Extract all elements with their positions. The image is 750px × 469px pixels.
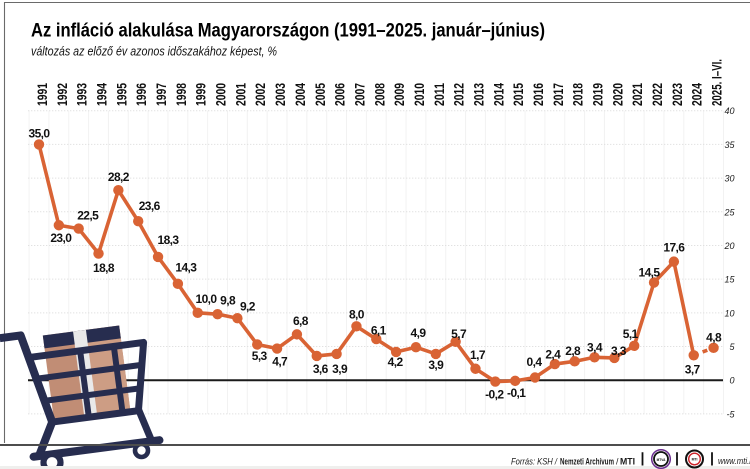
svg-text:MTI: MTI (620, 457, 635, 467)
svg-text:3,6: 3,6 (313, 362, 329, 376)
svg-text:Nemzeti Archívum: Nemzeti Archívum (560, 457, 614, 467)
svg-text:5,1: 5,1 (623, 327, 639, 341)
svg-text:40: 40 (724, 106, 734, 116)
svg-text:2,8: 2,8 (565, 344, 581, 358)
svg-text:2012: 2012 (452, 83, 467, 106)
svg-text:2005: 2005 (313, 83, 328, 106)
svg-text:2011: 2011 (432, 83, 447, 106)
svg-text:17,6: 17,6 (663, 241, 685, 255)
svg-text:4,2: 4,2 (388, 355, 404, 369)
svg-text:2020: 2020 (610, 83, 625, 106)
svg-text:1992: 1992 (55, 83, 70, 106)
svg-text:15: 15 (724, 275, 735, 285)
svg-text:18,3: 18,3 (158, 233, 180, 247)
svg-text:1993: 1993 (75, 83, 90, 106)
svg-text:1996: 1996 (134, 83, 149, 106)
svg-text:-0,2: -0,2 (485, 388, 504, 402)
svg-text:23,6: 23,6 (139, 199, 161, 213)
svg-text:MTVA: MTVA (657, 458, 666, 462)
svg-text:9,2: 9,2 (240, 300, 256, 314)
svg-text:5,7: 5,7 (451, 327, 467, 341)
svg-text:2016: 2016 (531, 83, 546, 106)
svg-text:3,4: 3,4 (587, 341, 603, 355)
svg-text:1,7: 1,7 (470, 348, 486, 362)
svg-text:1991: 1991 (35, 83, 50, 106)
svg-text:2010: 2010 (412, 83, 427, 106)
svg-text:5: 5 (729, 342, 735, 352)
svg-text:10,0: 10,0 (196, 292, 218, 306)
svg-text:2022: 2022 (650, 83, 665, 106)
svg-text:35: 35 (724, 140, 735, 150)
svg-text:4,7: 4,7 (272, 355, 288, 369)
svg-text:14,3: 14,3 (175, 261, 197, 275)
svg-text:változás az előző év azonos id: változás az előző év azonos időszakához … (31, 45, 277, 59)
svg-text:2018: 2018 (571, 83, 586, 106)
svg-text:/: / (616, 457, 619, 467)
svg-text:2008: 2008 (372, 83, 387, 106)
svg-text:22,5: 22,5 (77, 209, 99, 223)
svg-text:6,8: 6,8 (293, 314, 309, 328)
svg-text:-0,1: -0,1 (507, 386, 526, 400)
svg-text:2013: 2013 (472, 83, 487, 106)
svg-text:6,1: 6,1 (371, 324, 387, 338)
svg-text:2001: 2001 (233, 83, 248, 106)
svg-text:14,5: 14,5 (639, 266, 661, 280)
svg-text:5,3: 5,3 (252, 349, 268, 363)
svg-text:3,3: 3,3 (611, 344, 627, 358)
svg-text:www.mti.hu: www.mti.hu (718, 456, 750, 466)
svg-text:2025. I–VI.: 2025. I–VI. (710, 59, 725, 106)
svg-text:23,0: 23,0 (50, 231, 72, 245)
svg-text:Forrás: KSH /: Forrás: KSH / (511, 457, 558, 467)
svg-text:35,0: 35,0 (29, 127, 51, 141)
svg-text:1997: 1997 (154, 83, 169, 106)
svg-text:2006: 2006 (333, 83, 348, 106)
svg-text:28,2: 28,2 (108, 170, 130, 184)
svg-text:10: 10 (724, 308, 734, 318)
svg-text:3,9: 3,9 (332, 362, 348, 376)
svg-text:2021: 2021 (630, 83, 645, 106)
svg-text:1994: 1994 (95, 83, 110, 106)
svg-text:1998: 1998 (174, 83, 189, 106)
svg-text:30: 30 (724, 174, 734, 184)
svg-text:20: 20 (723, 241, 734, 251)
svg-text:2017: 2017 (551, 83, 566, 106)
svg-text:2004: 2004 (293, 83, 308, 106)
svg-text:3,9: 3,9 (428, 358, 444, 372)
svg-text:2,4: 2,4 (545, 348, 561, 362)
svg-text:2014: 2014 (491, 83, 506, 106)
svg-text:3,7: 3,7 (685, 362, 701, 376)
svg-text:2000: 2000 (214, 83, 229, 106)
svg-text:9,8: 9,8 (220, 294, 236, 308)
svg-text:18,8: 18,8 (93, 261, 115, 275)
svg-text:0: 0 (729, 376, 734, 386)
svg-text:2015: 2015 (511, 83, 526, 106)
svg-text:1999: 1999 (194, 83, 209, 106)
svg-text:25: 25 (723, 207, 735, 217)
svg-text:4,9: 4,9 (411, 326, 427, 340)
svg-text:1995: 1995 (114, 83, 129, 106)
svg-text:MTI: MTI (692, 458, 698, 462)
svg-text:0,4: 0,4 (527, 355, 543, 369)
svg-text:2023: 2023 (670, 83, 685, 106)
svg-text:-5: -5 (726, 409, 735, 419)
svg-text:Az infláció alakulása Magyaror: Az infláció alakulása Magyarországon (19… (31, 21, 545, 42)
svg-text:2024: 2024 (690, 83, 705, 106)
svg-text:2009: 2009 (392, 83, 407, 106)
svg-text:2019: 2019 (591, 83, 606, 106)
svg-text:2003: 2003 (273, 83, 288, 106)
svg-text:2007: 2007 (352, 83, 367, 106)
svg-text:4,8: 4,8 (706, 330, 722, 344)
svg-text:2002: 2002 (253, 83, 268, 106)
svg-text:8,0: 8,0 (349, 308, 365, 322)
